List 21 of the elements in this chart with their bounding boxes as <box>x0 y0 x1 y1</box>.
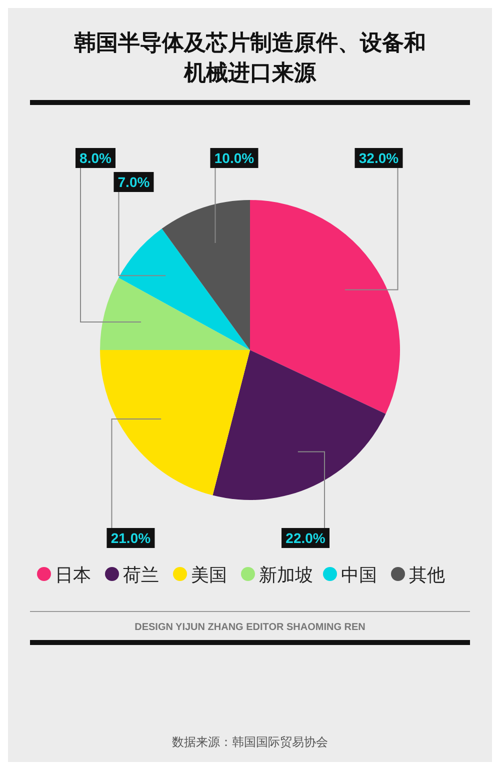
data-label: 8.0% <box>80 150 112 166</box>
pie-slice <box>212 350 386 500</box>
data-label: 10.0% <box>214 150 255 166</box>
source-note: 数据来源：韩国国际贸易协会 <box>172 735 328 749</box>
chart-title: 韩国半导体及芯片制造原件、设备和机械进口来源 <box>73 31 426 86</box>
legend-label: 中国 <box>341 565 377 586</box>
pie-slice <box>100 350 250 496</box>
legend-label: 新加坡 <box>259 565 313 586</box>
data-label: 22.0% <box>286 530 326 546</box>
data-label: 21.0% <box>110 530 152 546</box>
legend-label: 其他 <box>409 565 445 586</box>
legend-label: 日本 <box>55 565 91 586</box>
pie-slice <box>250 200 400 414</box>
pie-slice <box>162 200 250 350</box>
pie-slice <box>100 278 250 350</box>
data-label: 32.0% <box>358 150 400 166</box>
legend-label: 荷兰 <box>123 565 159 586</box>
data-label: 7.0% <box>118 174 150 190</box>
text: DESIGN YIJUN ZHANG EDITOR SHAOMING REN <box>134 622 366 633</box>
legend-label: 美国 <box>191 565 227 586</box>
pie-slice <box>118 228 250 350</box>
